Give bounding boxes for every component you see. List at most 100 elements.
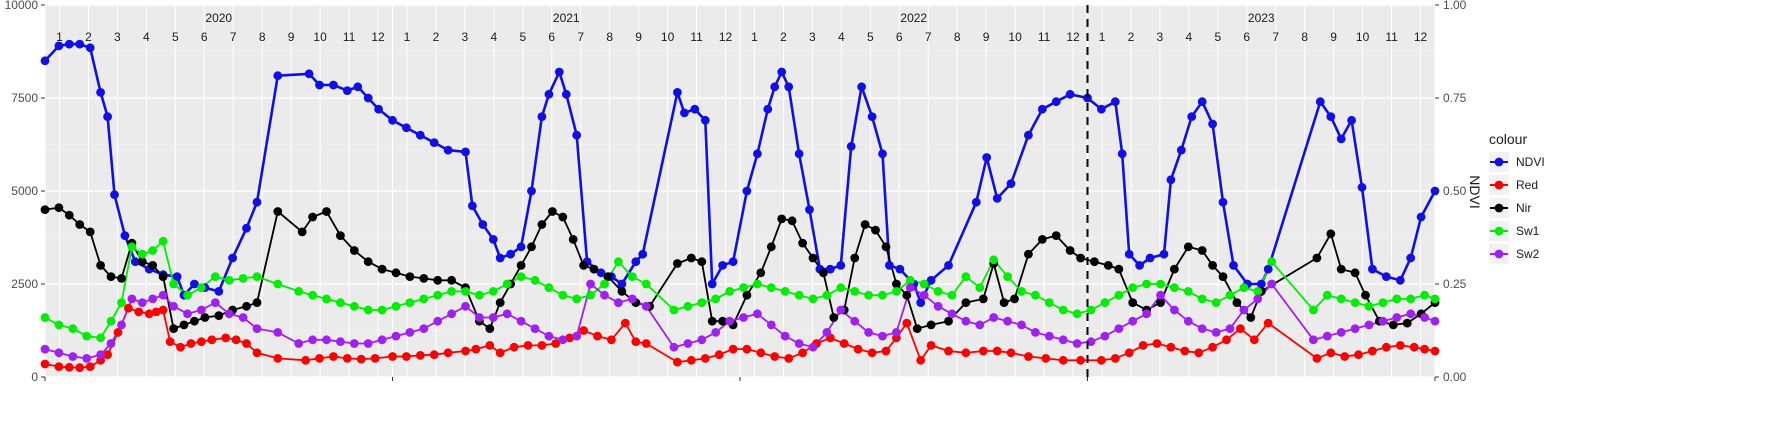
- data-point-sw2: [1044, 331, 1054, 341]
- legend-marker-red: [1494, 180, 1504, 190]
- data-point-sw1: [336, 298, 345, 307]
- data-point-sw1: [461, 287, 470, 296]
- data-point-sw2: [1156, 290, 1165, 300]
- data-point-sw1: [822, 290, 832, 300]
- data-point-ndvi: [561, 89, 571, 99]
- data-point-sw1: [1044, 298, 1054, 307]
- data-point-ndvi: [1006, 179, 1016, 189]
- data-point-nir: [1183, 242, 1193, 252]
- data-point-nir: [273, 207, 283, 216]
- data-point-sw1: [766, 283, 776, 293]
- data-point-ndvi: [64, 39, 74, 49]
- data-point-sw1: [475, 290, 484, 300]
- data-point-sw2: [766, 320, 776, 330]
- data-point-sw2: [158, 290, 168, 300]
- month-label: 4: [838, 30, 845, 44]
- data-point-nir: [808, 253, 818, 263]
- data-point-sw2: [711, 328, 721, 337]
- data-point-sw2: [1017, 320, 1026, 330]
- data-point-sw2: [864, 328, 873, 337]
- data-point-sw2: [1003, 316, 1012, 326]
- data-point-sw2: [1430, 316, 1440, 326]
- data-point-sw2: [169, 301, 179, 311]
- data-point-nir: [1170, 264, 1179, 274]
- data-point-sw1: [1114, 290, 1124, 300]
- data-point-nir: [1090, 257, 1099, 267]
- data-point-nir: [850, 253, 860, 263]
- data-point-sw2: [516, 316, 526, 326]
- data-point-sw1: [54, 320, 64, 330]
- data-point-sw2: [1225, 324, 1235, 333]
- data-point-sw2: [82, 354, 92, 363]
- month-label: 6: [896, 30, 903, 44]
- data-point-nir: [902, 290, 912, 300]
- data-point-ndvi: [825, 264, 835, 274]
- data-point-ndvi: [707, 279, 717, 289]
- data-point-sw1: [878, 290, 887, 300]
- data-point-red: [1152, 339, 1162, 348]
- data-point-sw2: [502, 309, 512, 319]
- data-point-red: [742, 344, 752, 354]
- data-point-sw2: [1420, 313, 1429, 322]
- data-point-red: [881, 346, 891, 356]
- y-right-tick-label: 0.25: [1443, 277, 1467, 291]
- month-label: 2: [780, 30, 787, 44]
- data-point-ndvi: [130, 257, 140, 267]
- data-point-sw2: [1267, 279, 1277, 289]
- data-point-red: [1236, 324, 1245, 333]
- data-point-sw1: [947, 290, 957, 300]
- data-point-nir: [686, 253, 696, 263]
- data-point-nir: [158, 272, 168, 281]
- data-point-nir: [1402, 318, 1412, 328]
- data-point-nir: [1114, 264, 1124, 274]
- data-point-sw1: [1322, 290, 1332, 300]
- data-point-red: [388, 352, 397, 361]
- data-point-sw2: [117, 320, 126, 330]
- data-point-sw2: [1364, 320, 1374, 330]
- month-label: 4: [143, 30, 150, 44]
- data-point-nir: [881, 242, 891, 252]
- data-point-nir: [169, 324, 179, 333]
- data-point-sw1: [572, 294, 582, 304]
- data-point-ndvi: [700, 115, 710, 125]
- data-point-sw1: [127, 242, 137, 252]
- data-point-ndvi: [1326, 112, 1336, 121]
- data-point-nir: [447, 275, 456, 285]
- data-point-nir: [798, 238, 807, 248]
- month-label: 12: [1414, 30, 1428, 44]
- data-point-nir: [419, 274, 429, 283]
- data-point-nir: [179, 320, 189, 330]
- data-point-sw2: [475, 313, 484, 322]
- month-label: 2: [85, 30, 92, 44]
- data-point-nir: [568, 235, 578, 244]
- data-point-sw2: [137, 298, 147, 307]
- data-point-red: [1208, 342, 1217, 352]
- data-point-sw1: [669, 305, 679, 315]
- data-point-sw2: [1322, 331, 1332, 341]
- data-point-nir: [1051, 231, 1061, 241]
- data-point-nir: [308, 212, 317, 222]
- data-point-ndvi: [54, 41, 64, 51]
- data-point-ndvi: [415, 130, 425, 140]
- data-point-sw2: [1392, 313, 1402, 322]
- data-point-ndvi: [794, 149, 804, 159]
- data-point-red: [1381, 342, 1391, 352]
- data-point-sw1: [148, 246, 158, 255]
- data-point-sw1: [137, 249, 147, 259]
- data-point-sw2: [1336, 328, 1346, 337]
- data-point-nir: [829, 313, 839, 322]
- data-point-sw2: [1072, 339, 1082, 348]
- data-point-red: [75, 363, 85, 373]
- legend-title: colour: [1489, 131, 1527, 147]
- data-point-nir: [558, 212, 568, 222]
- data-point-sw1: [1253, 287, 1263, 296]
- data-point-red: [158, 305, 168, 315]
- data-point-sw1: [1430, 294, 1440, 304]
- month-label: 12: [719, 30, 733, 44]
- data-point-red: [429, 350, 439, 360]
- month-label: 7: [230, 30, 237, 44]
- data-point-red: [103, 350, 112, 360]
- data-point-sw2: [725, 316, 734, 326]
- data-point-sw2: [919, 290, 929, 300]
